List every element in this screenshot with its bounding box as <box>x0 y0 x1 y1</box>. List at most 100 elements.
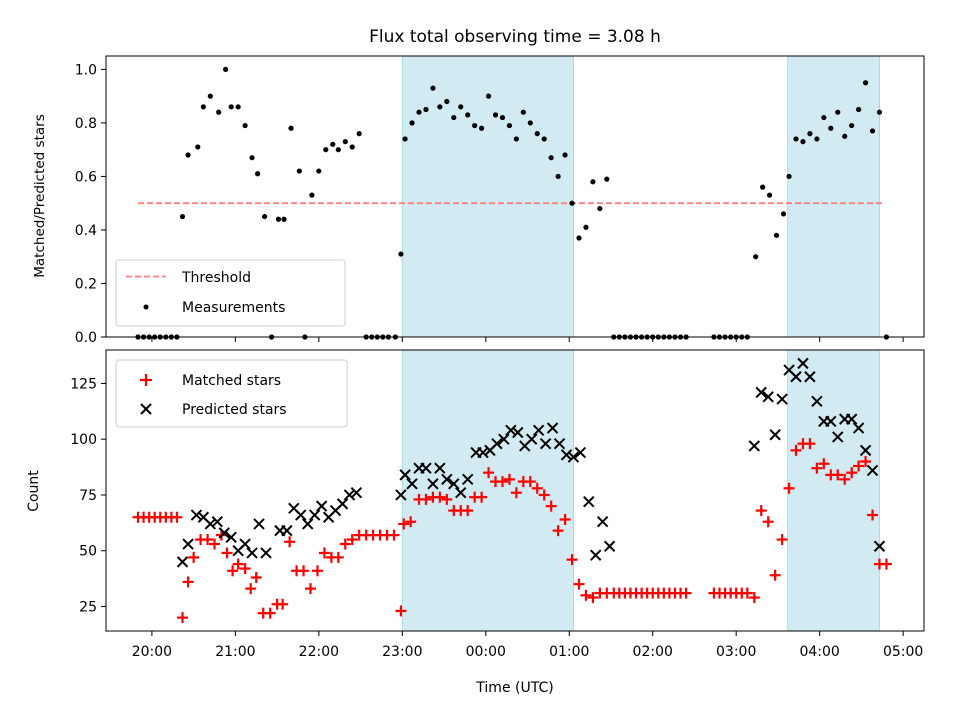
matched-star-point <box>305 583 316 595</box>
matched-star-point <box>783 482 795 494</box>
predicted-star-point <box>350 487 363 499</box>
matched-star-point <box>587 592 599 604</box>
matched-star-point <box>580 589 592 601</box>
measurement-point <box>309 192 315 198</box>
predicted-star-point <box>491 437 503 450</box>
matched-star-point <box>239 563 251 575</box>
measurement-point <box>255 171 261 177</box>
predicted-star-point <box>190 509 203 521</box>
measurement-point <box>430 85 436 91</box>
measurement-point <box>534 131 540 137</box>
matched-star-point <box>776 534 788 546</box>
predicted-star-point <box>859 444 872 457</box>
predicted-star-point <box>225 531 237 544</box>
matched-star-point <box>420 493 432 505</box>
measurement-point <box>323 147 329 153</box>
matched-star-point <box>202 534 214 546</box>
measurement-point <box>242 122 248 129</box>
predicted-star-point <box>769 429 781 441</box>
matched-star-point <box>227 565 239 577</box>
measurement-point <box>814 136 820 142</box>
measurement-point <box>200 104 206 110</box>
matched-star-point <box>188 551 200 563</box>
matched-star-point <box>483 467 495 479</box>
top-legend: Threshold Measurements <box>115 259 346 327</box>
y-tick-label: 100 <box>70 432 97 448</box>
predicted-star-point <box>260 547 272 559</box>
measurement-point <box>223 66 229 72</box>
matched-star-point <box>405 516 417 528</box>
matched-star-point <box>232 558 244 570</box>
matched-star-point <box>209 538 221 550</box>
predicted-star-point <box>239 538 251 550</box>
matched-star-point <box>860 456 872 468</box>
predicted-star-point <box>567 451 580 463</box>
measurement-point <box>235 104 241 110</box>
matched-star-point <box>741 587 753 599</box>
x-tick-label: 03:00 <box>716 644 756 660</box>
measurement-point <box>862 80 869 86</box>
measurement-point <box>760 184 766 190</box>
predicted-star-point <box>583 495 595 508</box>
matched-star-point <box>298 565 310 577</box>
predicted-star-point <box>790 371 802 383</box>
x-tick-label: 20:00 <box>132 644 172 660</box>
predicted-star-point <box>866 464 879 477</box>
predicted-star-point <box>539 437 552 450</box>
measurement-point <box>876 109 883 115</box>
measurement-point <box>207 93 213 99</box>
measurement-point <box>506 122 513 129</box>
matched-star-point <box>762 516 774 528</box>
predicted-star-point <box>811 395 823 408</box>
measurement-point <box>828 125 834 131</box>
measurement-point <box>185 152 191 158</box>
bottom-axes-frame <box>105 349 925 632</box>
predicted-star-point <box>512 426 524 439</box>
bottom-panel: 25 50 75 100 125 20:00 21:00 22:00 23:00 00:00 01… <box>26 349 925 696</box>
predicted-star-point <box>748 440 760 452</box>
x-tick-label: 21:00 <box>215 644 255 660</box>
predicted-star-point <box>525 433 538 445</box>
predicted-star-point <box>553 437 566 450</box>
predicted-star-point <box>399 469 411 481</box>
measurement-point <box>472 122 478 129</box>
matched-star-point <box>277 598 289 610</box>
matched-star-point <box>566 554 578 566</box>
measurement-point <box>569 200 575 206</box>
measurement-point <box>492 112 499 118</box>
matched-star-point <box>510 487 522 499</box>
measurement-point <box>296 168 302 174</box>
predicted-star-point <box>873 540 886 552</box>
legend-measurements-swatch <box>143 304 149 310</box>
measurement-point <box>807 131 813 137</box>
measurement-point <box>398 251 404 257</box>
predicted-star-point <box>762 391 774 403</box>
top-axes-frame <box>105 55 925 338</box>
measurement-point <box>780 211 787 217</box>
y-tick-label: 0.6 <box>75 169 97 185</box>
matched-star-point <box>177 612 189 624</box>
predicted-star-point <box>461 473 474 486</box>
matched-star-point <box>221 547 233 559</box>
measurement-point <box>856 106 862 113</box>
predicted-star-point <box>589 549 602 561</box>
measurement-point <box>597 205 603 212</box>
y-tick-label: 0.8 <box>75 116 97 132</box>
measurement-point <box>465 112 471 118</box>
matched-star-point <box>339 538 351 550</box>
top-y-axis-label: Matched/Predicted stars <box>32 114 48 277</box>
predicted-star-point <box>406 478 418 490</box>
matched-star-point <box>552 525 564 537</box>
measurement-point <box>869 128 876 134</box>
measurement-point <box>437 104 443 110</box>
predicted-star-point <box>596 516 609 528</box>
measurement-point <box>786 173 792 180</box>
predicted-star-point <box>434 462 446 474</box>
y-tick-label: 0.2 <box>75 276 97 292</box>
predicted-star-point <box>477 446 489 459</box>
measurement-point <box>416 109 422 115</box>
measurement-point <box>195 144 201 150</box>
measurement-point <box>527 120 533 126</box>
shaded-interval <box>787 55 880 338</box>
